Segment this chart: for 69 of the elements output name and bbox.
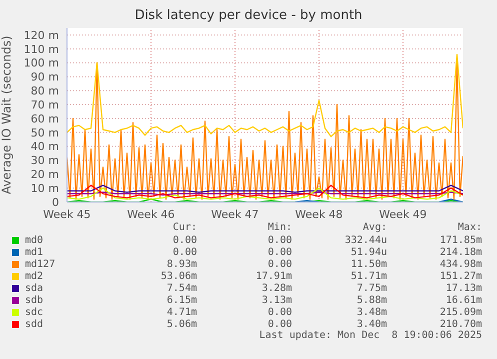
text: 3.40m: [356, 318, 387, 330]
x-tick-label: Week 49: [379, 208, 427, 221]
text: 3.13m: [260, 294, 292, 306]
text: 0.00: [172, 234, 197, 246]
text: 214.18m: [438, 246, 482, 258]
text: 332.44u: [344, 234, 387, 246]
text: 0.00: [266, 246, 292, 258]
text: 434.98m: [438, 258, 482, 270]
legend-label: sda: [25, 282, 44, 294]
line-series: [67, 184, 463, 198]
line-series: [67, 54, 463, 138]
text: Last update: Mon Dec 8 19:00:06 2025: [258, 330, 482, 342]
text: 3.28m: [260, 282, 292, 294]
text: 6.15m: [166, 294, 197, 306]
y-tick-label: 20 m: [30, 168, 59, 182]
y-tick-label: 70 m: [30, 98, 59, 112]
y-tick-label: 50 m: [30, 126, 59, 140]
text: 0.00: [266, 306, 292, 318]
legend-label: md2: [25, 270, 44, 282]
y-tick-label: 100 m: [24, 56, 59, 70]
text: Min:: [266, 222, 292, 234]
text: 53.06m: [160, 270, 197, 282]
text: 17.13m: [444, 282, 482, 294]
text: 0.00: [266, 318, 292, 330]
text: 151.27m: [438, 270, 482, 282]
line-series: [67, 62, 463, 200]
y-tick-label: 30 m: [30, 154, 59, 168]
text: 0.00: [172, 246, 197, 258]
y-tick-label: 120 m: [24, 28, 59, 42]
line-series: [67, 187, 463, 200]
y-tick-label: 80 m: [30, 84, 59, 98]
y-tick-label: 10 m: [30, 182, 59, 195]
x-tick-label: Week 45: [43, 208, 91, 221]
text: Cur:: [172, 222, 197, 234]
y-tick-label: 110 m: [24, 42, 59, 56]
text: 8.93m: [166, 258, 197, 270]
text: 5.88m: [356, 294, 387, 306]
legend-label: md1: [25, 246, 44, 258]
text: Max:: [456, 222, 482, 234]
text: Avg:: [362, 222, 387, 234]
x-tick-label: Week 46: [127, 208, 175, 221]
y-tick-label: 60 m: [30, 112, 59, 126]
text: 4.71m: [166, 306, 197, 318]
legend-label: sdb: [25, 294, 44, 306]
text: 5.06m: [166, 318, 197, 330]
text: 3.48m: [356, 306, 387, 318]
y-tick-label: 0: [52, 196, 59, 209]
y-axis-title: Average IO Wait (seconds): [0, 36, 14, 194]
text: 7.75m: [356, 282, 387, 294]
legend-label: sdd: [25, 318, 44, 330]
text: 171.85m: [438, 234, 482, 246]
text: 16.61m: [444, 294, 482, 306]
text: 17.91m: [254, 270, 292, 282]
legend-label: md127: [25, 258, 56, 270]
text: 51.71m: [350, 270, 387, 282]
text: 215.09m: [438, 306, 482, 318]
text: 11.50m: [350, 258, 387, 270]
x-tick-label: Week 48: [295, 208, 343, 221]
legend-label: sdc: [25, 306, 44, 318]
text: 0.00: [266, 234, 292, 246]
y-tick-label: 90 m: [30, 70, 59, 84]
text: 210.70m: [438, 318, 482, 330]
x-tick-label: Week 47: [211, 208, 259, 221]
text: 7.54m: [166, 282, 197, 294]
y-tick-label: 40 m: [30, 140, 59, 154]
text: 0.00: [266, 258, 292, 270]
chart-title: Disk latency per device - by month: [134, 8, 364, 23]
text: 51.94u: [350, 246, 387, 258]
legend-label: md0: [25, 234, 44, 246]
